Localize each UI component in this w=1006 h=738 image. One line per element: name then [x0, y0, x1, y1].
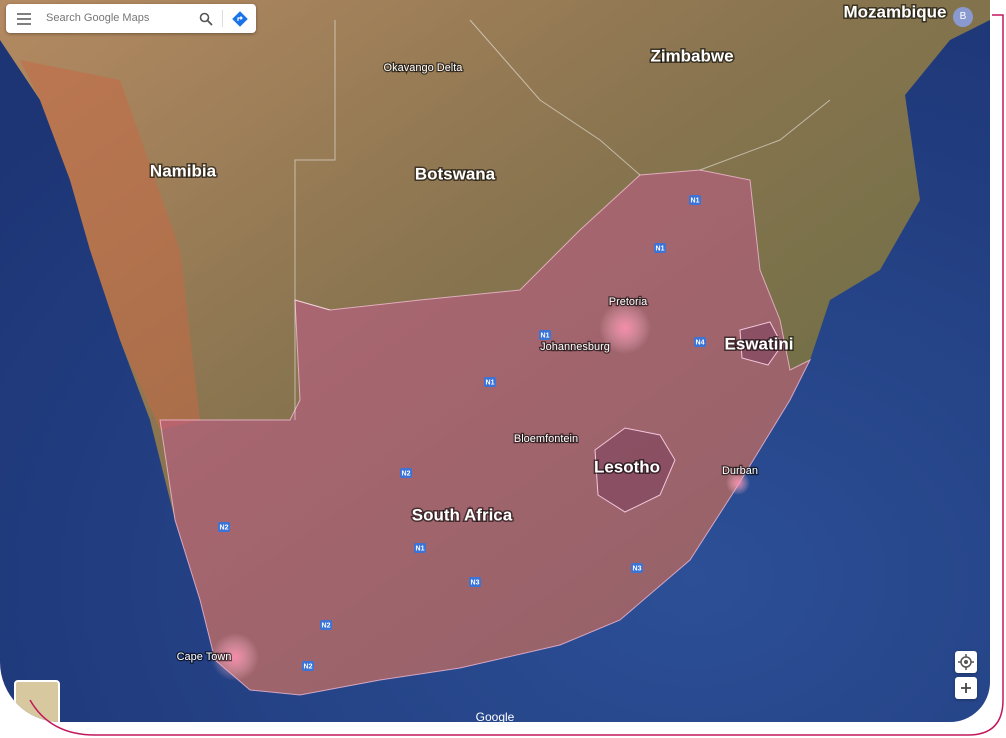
menu-icon[interactable]	[17, 13, 33, 25]
location-icon	[958, 654, 974, 670]
road-label: N2	[220, 524, 229, 531]
country-label: Zimbabwe	[650, 46, 733, 65]
place-label: Cape Town	[177, 651, 232, 663]
my-location-button[interactable]	[955, 651, 977, 673]
country-label: Eswatini	[725, 334, 794, 353]
road-label: N3	[633, 565, 642, 572]
account-avatar[interactable]: B	[953, 7, 973, 27]
divider	[222, 10, 223, 27]
country-label: Mozambique	[844, 2, 947, 21]
road-label: N3	[471, 579, 480, 586]
road-label: N1	[541, 332, 550, 339]
map-canvas[interactable]: Mozambique Zimbabwe Namibia Botswana Sou…	[0, 0, 990, 722]
road-label: N1	[691, 197, 700, 204]
road-label: N1	[656, 245, 665, 252]
layers-thumbnail[interactable]	[14, 680, 60, 722]
road-label: N1	[486, 379, 495, 386]
road-label: N4	[696, 339, 705, 346]
country-label: Lesotho	[594, 457, 660, 476]
place-label: Bloemfontein	[514, 433, 578, 445]
plus-icon	[961, 683, 971, 693]
directions-icon[interactable]	[232, 11, 248, 27]
road-label: N1	[416, 545, 425, 552]
search-placeholder[interactable]: Search Google Maps	[46, 12, 150, 24]
map[interactable]: Mozambique Zimbabwe Namibia Botswana Sou…	[0, 0, 990, 722]
country-label: Namibia	[150, 161, 217, 180]
place-label: Pretoria	[609, 296, 648, 308]
place-label: Johannesburg	[540, 341, 610, 353]
road-label: N2	[322, 622, 331, 629]
place-label: Okavango Delta	[384, 62, 464, 74]
attribution: Google	[476, 710, 515, 722]
road-label: N2	[402, 470, 411, 477]
search-box[interactable]: Search Google Maps	[6, 4, 256, 33]
search-icon[interactable]	[199, 12, 213, 26]
road-label: N2	[304, 663, 313, 670]
country-label: South Africa	[412, 505, 513, 524]
country-label: Botswana	[415, 164, 496, 183]
zoom-in-button[interactable]	[955, 677, 977, 699]
place-label: Durban	[722, 465, 758, 477]
